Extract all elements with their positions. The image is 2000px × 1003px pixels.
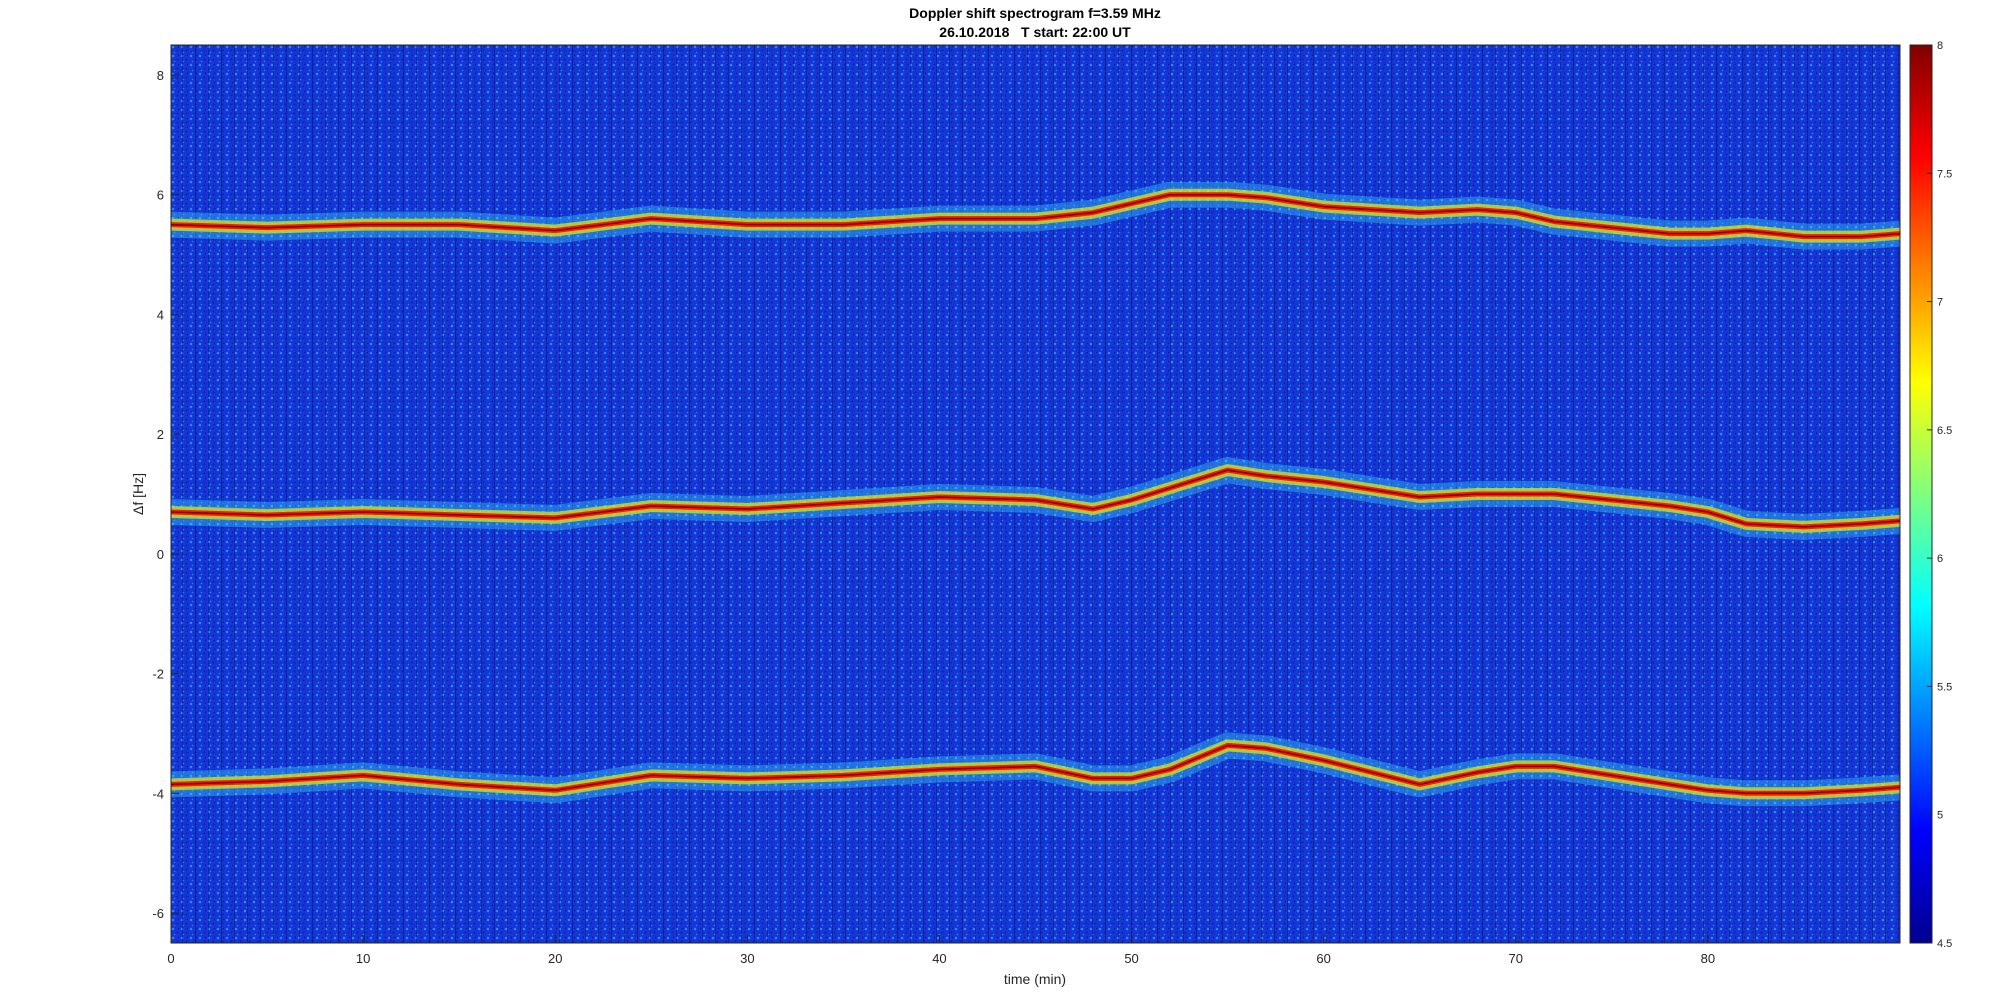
y-tick-label: -6 xyxy=(152,906,164,921)
y-tick-label: 4 xyxy=(157,307,164,322)
colorbar-gradient xyxy=(1909,44,1933,944)
x-tick-label: 40 xyxy=(932,951,946,966)
y-tick-label: 8 xyxy=(157,68,164,83)
trace-3-core xyxy=(171,744,1900,795)
colorbar-tick-label: 6.5 xyxy=(1937,425,1952,437)
plot-frame xyxy=(170,44,1901,944)
y-axis: -6 -4 -2 0 2 4 6 8 xyxy=(152,68,179,921)
x-tick-label: 0 xyxy=(167,951,174,966)
trace-layer xyxy=(171,181,1900,807)
y-tick-label: 6 xyxy=(157,188,164,203)
y-tick-label: 2 xyxy=(157,427,164,442)
colorbar-tick-label: 4.5 xyxy=(1937,938,1952,950)
y-tick-label: -2 xyxy=(152,667,164,682)
plot-area xyxy=(171,45,1900,943)
x-tick-label: 30 xyxy=(740,951,754,966)
colorbar-ticks: 4.5 5 5.5 6 6.5 7 7.5 8 xyxy=(1927,40,1952,950)
x-tick-label: 60 xyxy=(1316,951,1330,966)
colorbar-tick-label: 5.5 xyxy=(1937,681,1952,693)
trace-2-core xyxy=(171,469,1900,528)
colorbar-tick-label: 6 xyxy=(1937,553,1943,565)
trace-1-core xyxy=(171,193,1900,238)
colorbar: 4.5 5 5.5 6 6.5 7 7.5 8 xyxy=(1909,40,1952,950)
x-tick-label: 80 xyxy=(1701,951,1715,966)
y-tick-label: 0 xyxy=(157,547,164,562)
chart-subtitle: 26.10.2018 T start: 22:00 UT xyxy=(939,24,1131,40)
colorbar-tick-label: 5 xyxy=(1937,810,1943,822)
x-tick-label: 10 xyxy=(356,951,370,966)
chart-title: Doppler shift spectrogram f=3.59 MHz xyxy=(909,5,1161,21)
colorbar-tick-label: 7 xyxy=(1937,297,1943,309)
y-tick-label: -4 xyxy=(152,786,164,801)
x-tick-label: 50 xyxy=(1124,951,1138,966)
x-tick-label: 70 xyxy=(1509,951,1523,966)
colorbar-tick-label: 7.5 xyxy=(1937,168,1952,180)
y-axis-label: Δf [Hz] xyxy=(130,473,146,515)
x-tick-label: 20 xyxy=(548,951,562,966)
colorbar-tick-label: 8 xyxy=(1937,40,1943,52)
x-axis-label: time (min) xyxy=(1004,971,1066,987)
x-axis: 0 10 20 30 40 50 60 70 80 xyxy=(167,935,1715,966)
